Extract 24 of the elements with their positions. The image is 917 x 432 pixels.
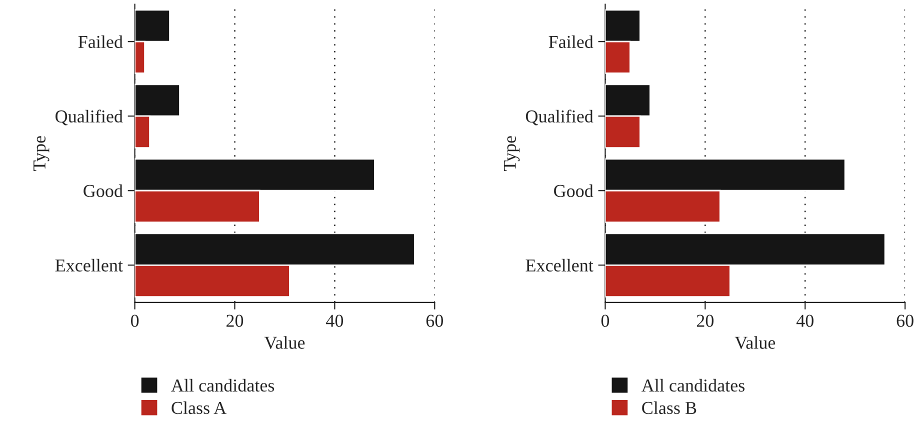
x-tick-label: 20	[226, 314, 244, 327]
x-tick-label: 60	[426, 314, 443, 327]
y-axis-title: Type	[504, 136, 520, 171]
x-axis-title: Value	[264, 336, 305, 349]
y-tick-label: Qualified	[56, 110, 123, 126]
legend-label: All candidates	[642, 378, 744, 392]
legend-label: Class B	[642, 401, 696, 414]
y-tick-label: Excellent	[55, 258, 123, 272]
y-tick-label: Failed	[78, 35, 123, 48]
x-tick-label: 0	[130, 314, 139, 327]
y-tick-label: Excellent	[526, 258, 594, 272]
x-tick-label: 40	[796, 314, 814, 327]
x-axis-title: Value	[734, 336, 776, 349]
y-axis-title: Type	[34, 136, 50, 171]
legend-label: All candidates	[171, 378, 274, 392]
y-tick-label: Failed	[548, 35, 594, 48]
legend-label: Class A	[172, 401, 226, 414]
y-tick-label: Good	[84, 184, 123, 198]
x-tick-label: 20	[696, 314, 714, 327]
x-tick-label: 0	[601, 314, 610, 327]
x-tick-label: 60	[896, 314, 914, 327]
y-tick-label: Good	[554, 184, 594, 198]
y-tick-label: Qualified	[526, 110, 594, 126]
x-tick-label: 40	[326, 314, 344, 327]
